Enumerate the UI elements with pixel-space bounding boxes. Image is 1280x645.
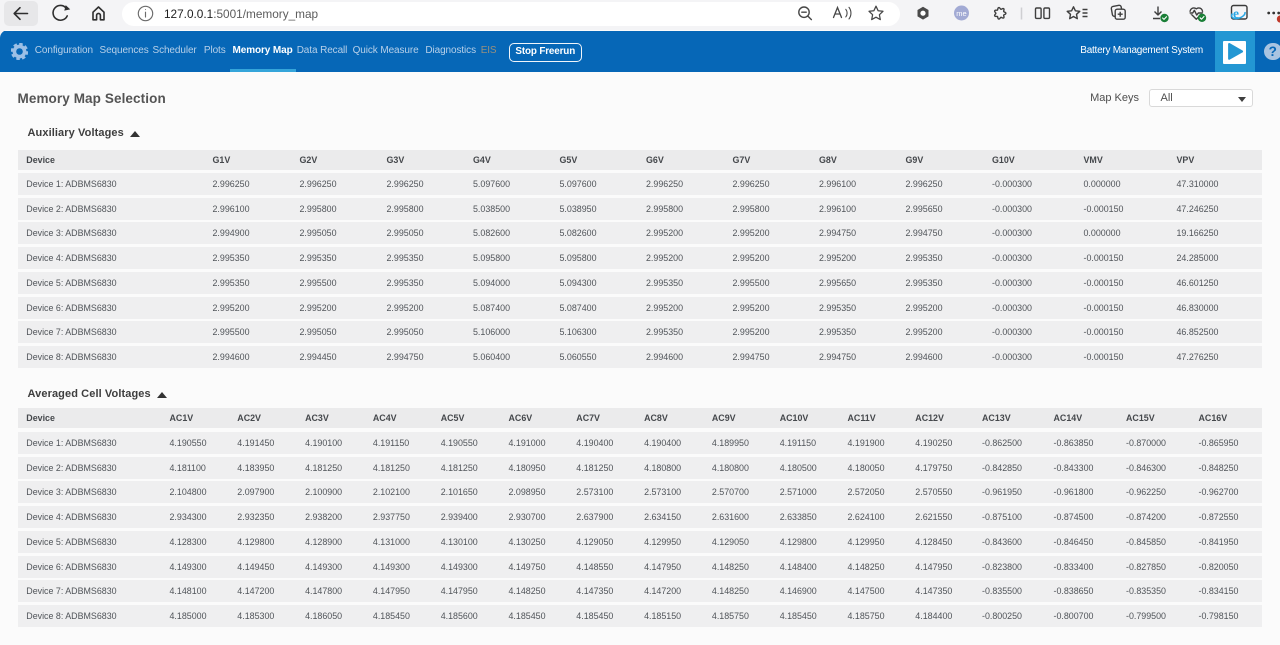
svg-text:e: e xyxy=(1233,6,1239,21)
svg-text:me: me xyxy=(956,9,966,18)
